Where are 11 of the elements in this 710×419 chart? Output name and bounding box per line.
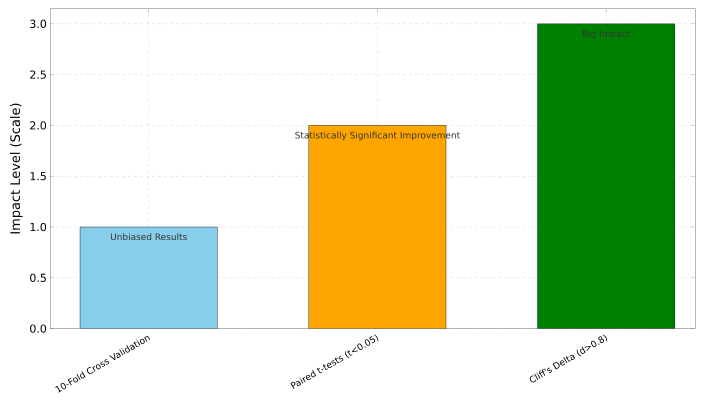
bar <box>537 24 675 329</box>
y-tick-label: 1.5 <box>30 172 46 180</box>
y-axis-title: Impact Level (Scale) <box>10 104 23 234</box>
annotation: Unbiased Results <box>110 233 187 240</box>
y-tick-label: 0.5 <box>30 274 46 282</box>
y-tick-label: 2.0 <box>30 121 46 130</box>
y-tick-label: 1.0 <box>30 222 46 232</box>
annotation: Big Impact <box>582 30 630 39</box>
y-tick-label: 2.5 <box>30 70 46 79</box>
y-tick-label: 3.0 <box>30 20 46 28</box>
y-tick-label: 0.0 <box>30 324 46 333</box>
